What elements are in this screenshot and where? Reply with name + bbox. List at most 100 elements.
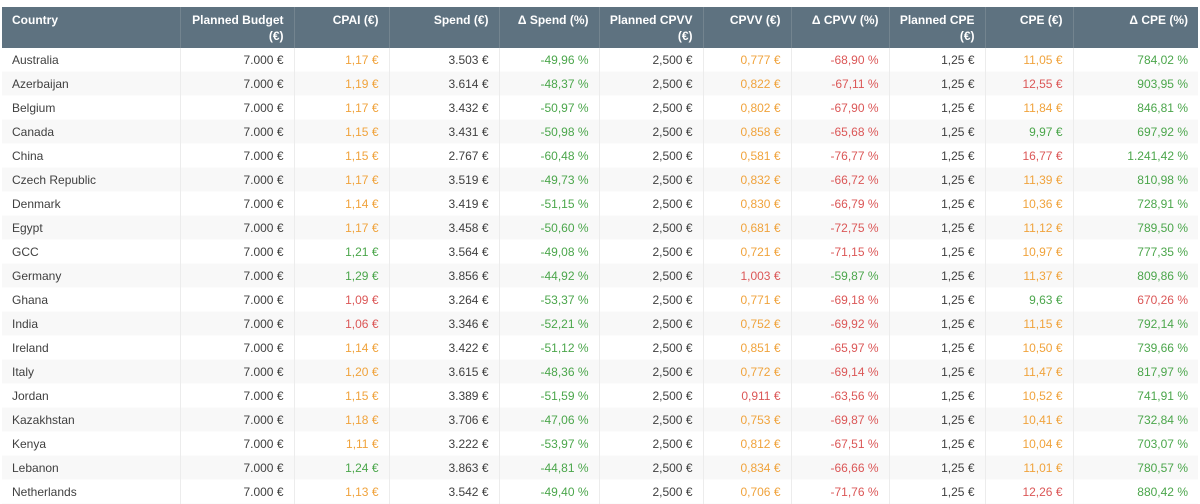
table-row: Denmark 7.000 €1,14 €3.419 € -51,15 % 2,500… xyxy=(2,191,1198,216)
header-cell-planned-cpvv[interactable]: Planned CPVV (€) xyxy=(599,7,704,49)
cell-planned-cpvv: 2,500 € xyxy=(599,119,704,144)
cell-planned-budget: 7.000 € xyxy=(180,95,295,120)
cell-planned-cpvv: 2,500 € xyxy=(599,263,704,288)
cell-cpvv: 0,851 € xyxy=(703,335,792,360)
cell-delta-cpe: 846,81 % xyxy=(1137,100,1188,115)
cell-delta-cpe: 732,84 % xyxy=(1137,412,1188,427)
cell-delta-spend: -44,81 % xyxy=(499,455,600,480)
cell-planned-cpe: 1,25 € xyxy=(889,167,986,192)
cell-spend: 3.706 € xyxy=(389,407,500,432)
header-cell-planned-cpe[interactable]: Planned CPE (€) xyxy=(889,7,986,49)
cell-planned-cpe: 1,25 € xyxy=(889,383,986,408)
cell-delta-cpe: 703,07 % xyxy=(1137,436,1188,451)
cell-planned-budget: 7.000 € xyxy=(180,143,295,168)
cell-country: Canada xyxy=(2,119,181,144)
cell-delta-cpvv: -66,66 % xyxy=(791,455,890,480)
cell-delta-cpe: 817,97 % xyxy=(1137,364,1188,379)
cell-planned-budget: 7.000 € xyxy=(180,119,295,144)
cell-planned-cpvv: 2,500 € xyxy=(599,167,704,192)
cell-cpvv: 0,752 € xyxy=(703,311,792,336)
cell-country: China xyxy=(2,143,181,168)
cell-cpe: 10,52 € xyxy=(985,383,1074,408)
header-cell-planned-budget[interactable]: Planned Budget (€) xyxy=(180,7,295,49)
cell-spend: 3.542 € xyxy=(389,479,500,504)
cell-delta-cpvv: -69,14 % xyxy=(791,359,890,384)
table-row: Australia 7.000 €1,17 €3.503 € -49,96 % 2,5… xyxy=(2,48,1198,72)
cell-planned-cpvv: 2,500 € xyxy=(599,311,704,336)
cell-cpe: 11,47 € xyxy=(985,359,1074,384)
cell-cpai: 1,15 € xyxy=(294,143,390,168)
cell-spend: 3.432 € xyxy=(389,95,500,120)
cell-delta-spend: -49,73 % xyxy=(499,167,600,192)
cell-delta-cpvv: -63,56 % xyxy=(791,383,890,408)
table-row: Azerbaijan 7.000 €1,19 €3.614 € -48,37 % 2,… xyxy=(2,71,1198,96)
cell-delta-cpe: 784,02 % xyxy=(1137,52,1188,67)
cell-country: Kenya xyxy=(2,431,181,456)
table-row: Germany 7.000 €1,29 €3.856 € -44,92 % 2,500… xyxy=(2,263,1198,288)
cell-planned-cpvv: 2,500 € xyxy=(599,71,704,96)
cell-delta-cpvv: -65,68 % xyxy=(791,119,890,144)
cell-cpe: 11,01 € xyxy=(985,455,1074,480)
cell-delta-cpe: 903,95 % xyxy=(1137,76,1188,91)
cell-planned-cpvv: 2,500 € xyxy=(599,143,704,168)
cell-cpe: 16,77 € xyxy=(985,143,1074,168)
cell-delta-cpvv: -67,11 % xyxy=(791,71,890,96)
cell-cpai: 1,14 € xyxy=(294,335,390,360)
header-cell-cpvv[interactable]: CPVV (€) xyxy=(703,7,792,49)
header-cell-cpai[interactable]: CPAI (€) xyxy=(294,7,390,49)
cell-country: Germany xyxy=(2,263,181,288)
cell-country: GCC xyxy=(2,239,181,264)
cell-spend: 3.431 € xyxy=(389,119,500,144)
cell-planned-cpe: 1,25 € xyxy=(889,191,986,216)
cell-planned-budget: 7.000 € xyxy=(180,359,295,384)
cell-country: Denmark xyxy=(2,191,181,216)
cell-planned-budget: 7.000 € xyxy=(180,407,295,432)
cell-cpai: 1,19 € xyxy=(294,71,390,96)
cell-planned-budget: 7.000 € xyxy=(180,383,295,408)
cell-cpai: 1,20 € xyxy=(294,359,390,384)
cell-delta-cpe: 810,98 % xyxy=(1137,172,1188,187)
table-row: Egypt 7.000 €1,17 €3.458 € -50,60 % 2,500 €… xyxy=(2,215,1198,240)
table-row: Italy 7.000 €1,20 €3.615 € -48,36 % 2,500 €… xyxy=(2,359,1198,384)
cell-country: Italy xyxy=(2,359,181,384)
header-cell-cpe[interactable]: CPE (€) xyxy=(985,7,1074,49)
cell-planned-budget: 7.000 € xyxy=(180,71,295,96)
header-cell-country[interactable]: Country xyxy=(2,7,181,49)
cell-planned-budget: 7.000 € xyxy=(180,479,295,504)
cell-delta-cpe: 728,91 % xyxy=(1137,196,1188,211)
cell-cpe: 10,04 € xyxy=(985,431,1074,456)
cell-planned-budget: 7.000 € xyxy=(180,48,295,72)
table-row: Jordan 7.000 €1,15 €3.389 € -51,59 % 2,500 … xyxy=(2,383,1198,408)
table-header: Country Planned Budget (€) CPAI (€) Spend (… xyxy=(2,7,1198,49)
cell-planned-budget: 7.000 € xyxy=(180,287,295,312)
cell-delta-cpvv: -69,92 % xyxy=(791,311,890,336)
cell-cpai: 1,09 € xyxy=(294,287,390,312)
cell-delta-spend: -49,96 % xyxy=(499,48,600,72)
header-cell-delta-cpe[interactable]: Δ CPE (%) xyxy=(1073,7,1198,49)
cell-spend: 2.767 € xyxy=(389,143,500,168)
cell-delta-cpe: 789,50 % xyxy=(1137,220,1188,235)
cell-cpvv: 0,706 € xyxy=(703,479,792,504)
cell-spend: 3.615 € xyxy=(389,359,500,384)
cell-planned-budget: 7.000 € xyxy=(180,431,295,456)
cell-planned-cpvv: 2,500 € xyxy=(599,191,704,216)
cell-delta-spend: -49,40 % xyxy=(499,479,600,504)
cell-spend: 3.389 € xyxy=(389,383,500,408)
cell-country: Australia xyxy=(2,48,181,72)
cell-delta-spend: -44,92 % xyxy=(499,263,600,288)
cell-delta-spend: -51,15 % xyxy=(499,191,600,216)
cell-delta-cpvv: -59,87 % xyxy=(791,263,890,288)
cell-planned-cpvv: 2,500 € xyxy=(599,359,704,384)
cell-cpe: 12,26 € xyxy=(985,479,1074,504)
cell-delta-spend: -50,60 % xyxy=(499,215,600,240)
cell-cpvv: 0,777 € xyxy=(703,48,792,72)
cell-delta-cpvv: -72,75 % xyxy=(791,215,890,240)
header-cell-spend[interactable]: Spend (€) xyxy=(389,7,500,49)
cell-planned-budget: 7.000 € xyxy=(180,239,295,264)
cell-cpe: 10,41 € xyxy=(985,407,1074,432)
header-cell-delta-spend[interactable]: Δ Spend (%) xyxy=(499,7,600,49)
cell-cpai: 1,17 € xyxy=(294,167,390,192)
cell-cpai: 1,17 € xyxy=(294,215,390,240)
header-cell-delta-cpvv[interactable]: Δ CPVV (%) xyxy=(791,7,890,49)
cell-delta-spend: -52,21 % xyxy=(499,311,600,336)
